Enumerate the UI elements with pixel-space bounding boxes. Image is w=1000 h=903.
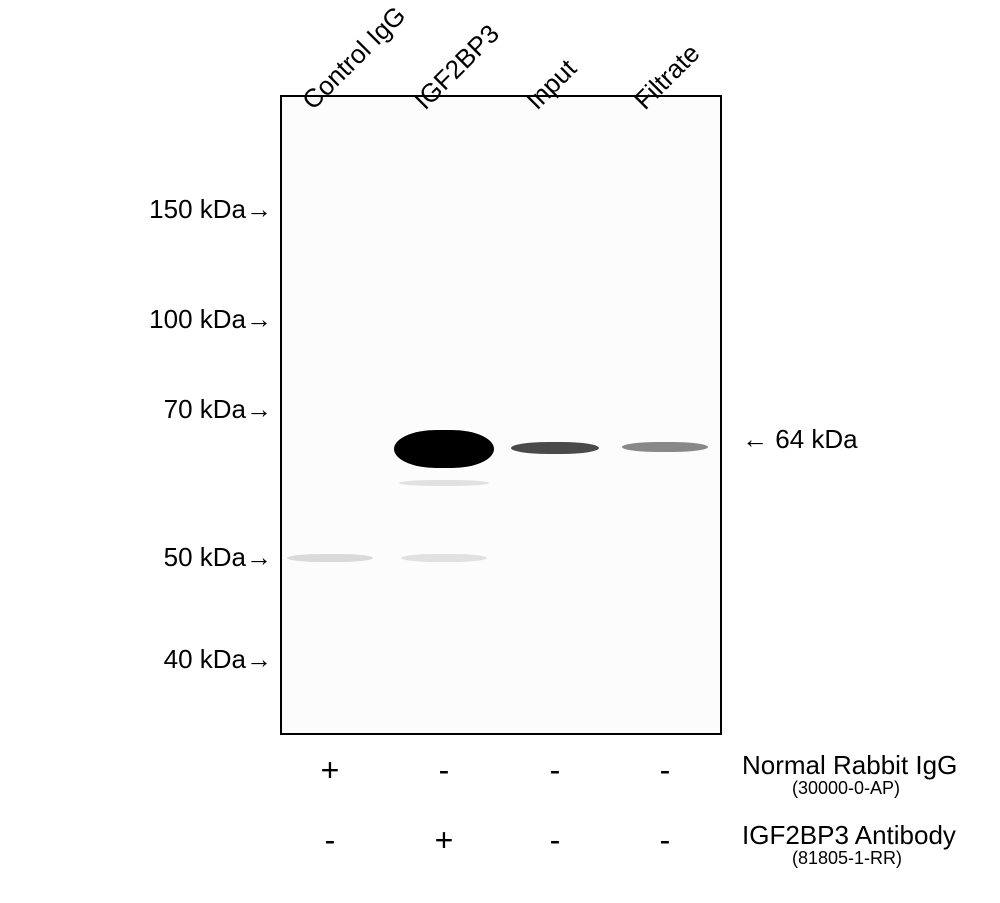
marker-label: 50 kDa→ [164, 542, 272, 573]
detected-band-label: ← 64 kDa [742, 424, 858, 455]
marker-label: 70 kDa→ [164, 394, 272, 425]
marker-value: 70 kDa [164, 394, 246, 424]
marker-value: 100 kDa [149, 304, 246, 334]
plus-sign: + [315, 752, 345, 789]
minus-sign: - [540, 822, 570, 859]
marker-label: 100 kDa→ [149, 304, 272, 335]
band-arrow-icon: ← [742, 424, 768, 455]
minus-sign: - [650, 822, 680, 859]
minus-sign: - [429, 752, 459, 789]
blot-membrane [280, 95, 722, 735]
figure-container: WWW.PTGLAB.COM Control IgGIGF2BP3InputFi… [0, 0, 1000, 903]
arrow-right-icon: → [246, 644, 272, 675]
faint-band [401, 554, 487, 562]
plus-sign: + [429, 822, 459, 859]
minus-sign: - [315, 822, 345, 859]
marker-label: 150 kDa→ [149, 194, 272, 225]
condition-sublabel: (81805-1-RR) [792, 848, 902, 869]
condition-label: Normal Rabbit IgG [742, 750, 957, 781]
arrow-right-icon: → [246, 394, 272, 425]
protein-band [394, 430, 494, 468]
protein-band [511, 442, 599, 454]
faint-band [399, 480, 489, 486]
arrow-right-icon: → [246, 542, 272, 573]
minus-sign: - [540, 752, 570, 789]
minus-sign: - [650, 752, 680, 789]
arrow-right-icon: → [246, 194, 272, 225]
marker-value: 50 kDa [164, 542, 246, 572]
faint-band [287, 554, 373, 562]
marker-label: 40 kDa→ [164, 644, 272, 675]
protein-band [622, 442, 708, 452]
marker-value: 150 kDa [149, 194, 246, 224]
marker-value: 40 kDa [164, 644, 246, 674]
condition-sublabel: (30000-0-AP) [792, 778, 900, 799]
condition-label: IGF2BP3 Antibody [742, 820, 956, 851]
arrow-right-icon: → [246, 304, 272, 335]
detected-band-size: 64 kDa [775, 424, 857, 454]
